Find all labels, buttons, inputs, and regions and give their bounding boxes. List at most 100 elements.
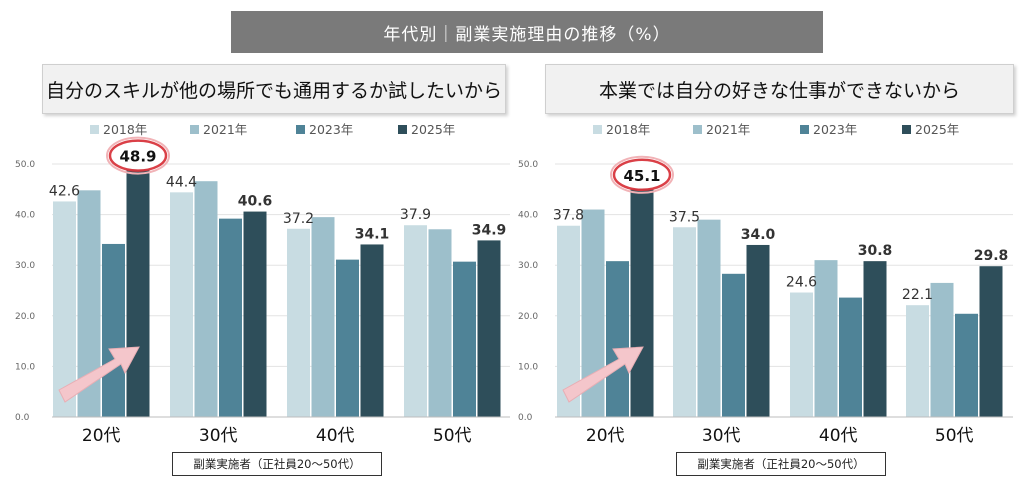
c1-data-label-highlight: 45.1	[623, 167, 660, 185]
c0-trend-arrow-icon	[58, 346, 140, 403]
c1-category-label: 30代	[702, 426, 741, 446]
c0-bar-2023-2	[336, 259, 359, 417]
c0-bar-2021-3	[428, 229, 452, 417]
c0-y-tick-label: 0.0	[15, 413, 30, 423]
c0-category-label: 20代	[82, 426, 121, 446]
c0-data-label: 42.6	[49, 183, 80, 199]
c0-legend-swatch-2025	[398, 125, 407, 134]
c1-data-label: 37.8	[553, 208, 584, 224]
c0-bar-2021-0	[77, 190, 101, 417]
c1-bar-2023-0	[606, 261, 629, 417]
c1-bar-2018-3	[906, 305, 929, 417]
page-banner: 年代別｜副業実施理由の推移（%）	[231, 11, 823, 53]
c1-highlight-glow	[610, 155, 674, 194]
c1-category-label: 40代	[819, 426, 858, 446]
c1-legend-swatch-2018	[593, 125, 602, 134]
c0-category-label: 50代	[433, 426, 472, 446]
c1-data-label: 29.8	[974, 248, 1009, 264]
chart-title-right: 本業では自分の好きな仕事ができないから	[545, 64, 1014, 114]
c0-y-tick-label: 40.0	[15, 211, 35, 221]
c0-category-label: 40代	[316, 426, 355, 446]
c1-data-label: 24.6	[786, 275, 817, 291]
c0-legend-label-2023: 2023年	[309, 122, 353, 137]
c0-bar-2018-2	[287, 228, 310, 417]
c1-y-tick-label: 0.0	[518, 413, 533, 423]
c0-bar-2021-2	[311, 217, 335, 417]
c0-highlight-glow	[106, 136, 170, 175]
c1-data-label: 37.5	[669, 209, 700, 225]
c0-legend-swatch-2023	[296, 125, 305, 134]
c1-bar-2023-3	[955, 313, 978, 417]
c1-highlight-circle	[612, 158, 672, 192]
c0-data-label: 34.1	[355, 226, 390, 242]
c1-trend-arrow-icon	[562, 346, 644, 403]
c0-legend-label-2025: 2025年	[411, 122, 455, 137]
banner-title: 年代別｜副業実施理由の推移（%）	[383, 24, 671, 45]
c1-bar-2025-1	[746, 244, 770, 417]
c1-legend-swatch-2021	[693, 125, 702, 134]
c1-data-label: 22.1	[902, 287, 933, 303]
note-left-text: 副業実施者（正社員20〜50代）	[193, 457, 361, 471]
c0-bar-2025-0	[126, 169, 150, 417]
c0-bar-2023-0	[102, 243, 125, 417]
c0-data-label: 44.4	[166, 174, 197, 190]
c1-y-tick-label: 20.0	[518, 312, 538, 322]
c0-highlight-circle	[108, 139, 168, 172]
c0-bar-2023-1	[219, 218, 242, 417]
c1-bar-2023-1	[722, 273, 745, 417]
c0-category-label: 30代	[199, 426, 238, 446]
c0-data-label: 37.2	[283, 211, 314, 227]
c1-bar-2021-1	[697, 219, 721, 417]
c1-y-tick-label: 50.0	[518, 160, 538, 170]
c0-bar-2018-3	[404, 225, 427, 417]
c0-data-label-highlight: 48.9	[119, 148, 156, 166]
c0-legend-swatch-2018	[90, 125, 99, 134]
c1-bar-2021-2	[814, 260, 838, 417]
c1-y-tick-label: 10.0	[518, 362, 538, 372]
c0-y-tick-label: 20.0	[15, 312, 35, 322]
c1-legend-label-2021: 2021年	[706, 122, 750, 137]
c1-category-label: 50代	[935, 426, 974, 446]
chart-title-right-text: 本業では自分の好きな仕事ができないから	[598, 79, 960, 102]
c1-bar-2018-0	[557, 225, 580, 417]
c1-data-label: 30.8	[858, 243, 893, 259]
c0-bar-2025-3	[477, 240, 501, 417]
c1-bar-2021-3	[930, 282, 954, 417]
c0-data-label: 37.9	[400, 207, 431, 223]
c1-bar-2023-2	[839, 297, 862, 417]
c1-y-tick-label: 40.0	[518, 211, 538, 221]
c1-category-label: 20代	[586, 426, 625, 446]
note-right-text: 副業実施者（正社員20〜50代）	[697, 457, 865, 471]
c1-legend-label-2023: 2023年	[813, 122, 857, 137]
c0-bar-2021-1	[194, 181, 218, 417]
c0-data-label: 40.6	[238, 194, 273, 210]
c1-legend-swatch-2025	[902, 125, 911, 134]
c1-legend-label-2025: 2025年	[915, 122, 959, 137]
note-right: 副業実施者（正社員20〜50代）	[676, 452, 886, 476]
c0-legend-swatch-2021	[190, 125, 199, 134]
c1-y-tick-label: 30.0	[518, 261, 538, 271]
c0-data-label: 34.9	[472, 222, 507, 238]
c1-bar-2018-1	[673, 227, 696, 417]
c0-bar-2023-3	[453, 261, 476, 417]
c0-legend-label-2018: 2018年	[103, 122, 147, 137]
c0-bar-2025-2	[360, 244, 384, 417]
c1-bar-2025-0	[630, 188, 654, 417]
c0-y-tick-label: 50.0	[15, 160, 35, 170]
note-left: 副業実施者（正社員20〜50代）	[172, 452, 382, 476]
c0-bar-2018-1	[170, 192, 193, 417]
c0-y-tick-label: 30.0	[15, 261, 35, 271]
chart-title-left-text: 自分のスキルが他の場所でも通用するか試したいから	[45, 79, 502, 102]
c0-legend-label-2021: 2021年	[203, 122, 247, 137]
c1-data-label: 34.0	[741, 227, 776, 243]
chart-title-left: 自分のスキルが他の場所でも通用するか試したいから	[42, 64, 506, 114]
c0-y-tick-label: 10.0	[15, 362, 35, 372]
c1-bar-2018-2	[790, 292, 813, 417]
c1-bar-2021-0	[581, 209, 605, 417]
c0-bar-2025-1	[243, 211, 267, 417]
c1-legend-label-2018: 2018年	[606, 122, 650, 137]
c1-bar-2025-2	[863, 261, 887, 417]
c0-bar-2018-0	[53, 201, 76, 417]
c1-legend-swatch-2023	[800, 125, 809, 134]
